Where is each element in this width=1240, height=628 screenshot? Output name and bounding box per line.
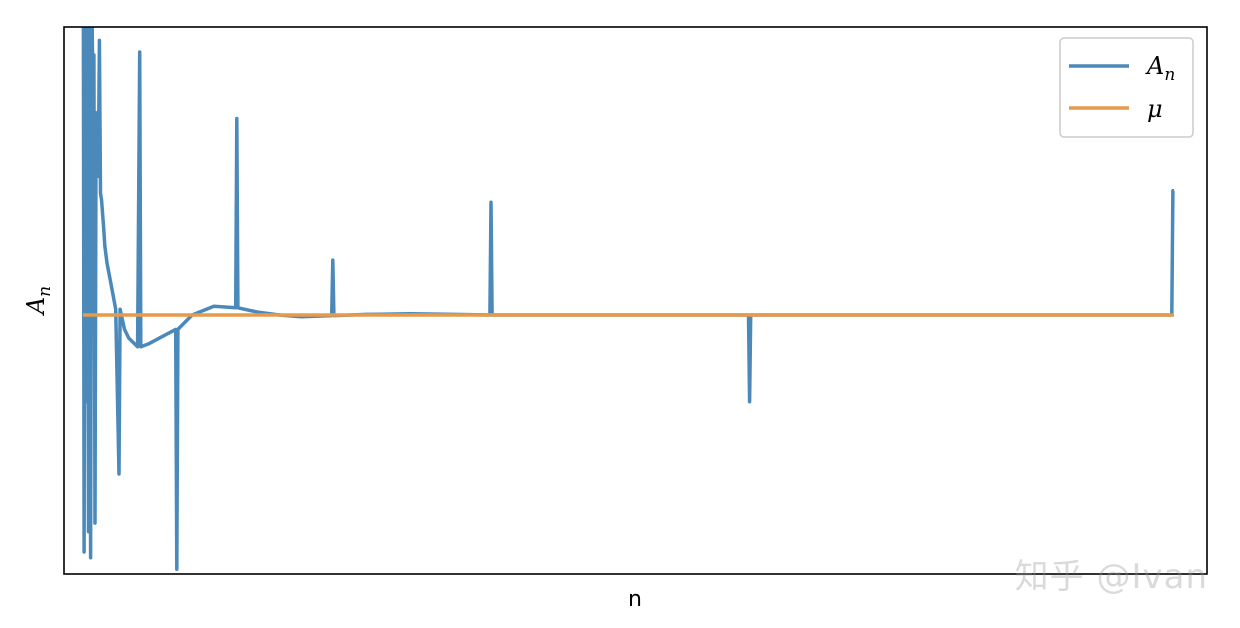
y-axis-label-sub: n	[35, 286, 55, 297]
legend: An μ	[1059, 37, 1194, 138]
plot-frame	[63, 26, 1208, 575]
legend-label-a: An	[1145, 52, 1175, 85]
y-axis-label: An	[22, 286, 55, 316]
legend-label-a-main: A	[1145, 52, 1164, 80]
series-group	[81, 27, 1175, 572]
legend-box	[1059, 37, 1194, 138]
watermark: 知乎 @Ivan	[1014, 557, 1208, 597]
legend-label-a-sub: n	[1164, 65, 1175, 85]
plot-background	[64, 27, 1207, 574]
y-axis-label-main: A	[22, 297, 50, 316]
x-axis-label: n	[628, 587, 642, 612]
legend-label-mu: μ	[1147, 95, 1163, 123]
